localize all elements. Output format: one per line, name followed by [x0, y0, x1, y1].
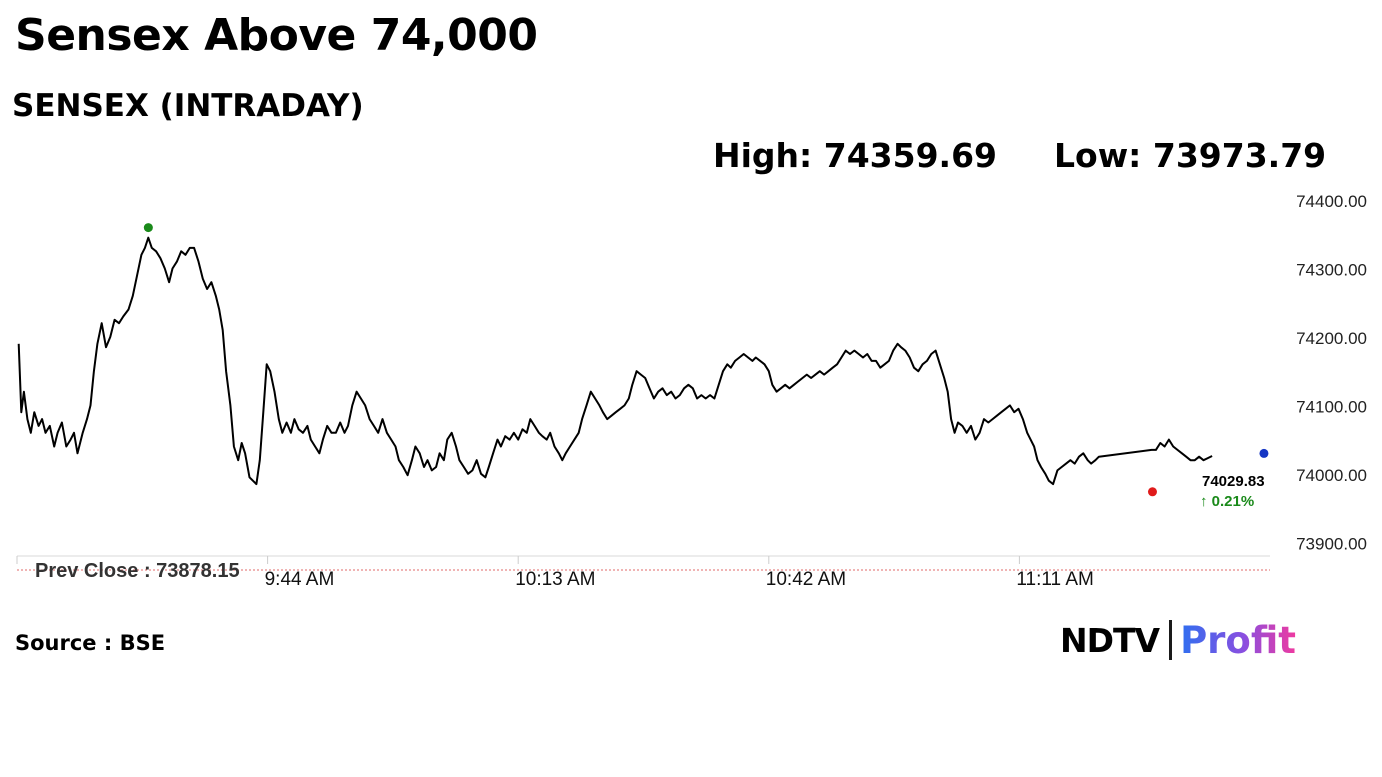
- last-price-label: 74029.83: [1202, 473, 1265, 490]
- x-tick-label: 9:44 AM: [265, 569, 335, 590]
- ndtv-profit-logo: NDTV Profit: [1060, 618, 1296, 662]
- high-marker: [143, 223, 153, 233]
- high-value-label: High: 74359.69: [713, 136, 997, 175]
- prev-close-label: Prev Close : 73878.15: [35, 560, 240, 582]
- logo-ndtv-text: NDTV: [1060, 620, 1160, 660]
- low-marker: [1147, 487, 1157, 497]
- y-tick-label: 74200.00: [1296, 329, 1367, 348]
- change-percent-label: ↑ 0.21%: [1200, 493, 1254, 510]
- y-tick-label: 73900.00: [1296, 534, 1367, 553]
- y-tick-label: 74100.00: [1296, 397, 1367, 416]
- y-tick-label: 74000.00: [1296, 466, 1367, 485]
- logo-profit-text: Profit: [1180, 618, 1296, 662]
- chart-subtitle: SENSEX (INTRADAY): [12, 88, 364, 124]
- source-label: Source : BSE: [15, 631, 166, 655]
- x-tick-label: 10:13 AM: [515, 569, 595, 590]
- last-price-marker: [1259, 448, 1269, 458]
- x-tick-label: 11:11 AM: [1016, 569, 1093, 590]
- chart-title: Sensex Above 74,000: [15, 10, 538, 61]
- price-line: [17, 236, 1213, 486]
- low-value-label: Low: 73973.79: [1054, 136, 1327, 175]
- intraday-line-chart: 73900.00 74000.00 74100.00 74200.00 74300.00…: [16, 192, 1367, 590]
- y-axis: 73900.00 74000.00 74100.00 74200.00 74300.00…: [1296, 192, 1367, 553]
- x-tick-label: 10:42 AM: [766, 569, 846, 590]
- x-axis: 9:44 AM 10:13 AM 10:42 AM 11:11 AM: [16, 556, 1094, 590]
- logo-divider: [1169, 620, 1173, 660]
- y-tick-label: 74400.00: [1296, 192, 1367, 211]
- y-tick-label: 74300.00: [1296, 260, 1367, 279]
